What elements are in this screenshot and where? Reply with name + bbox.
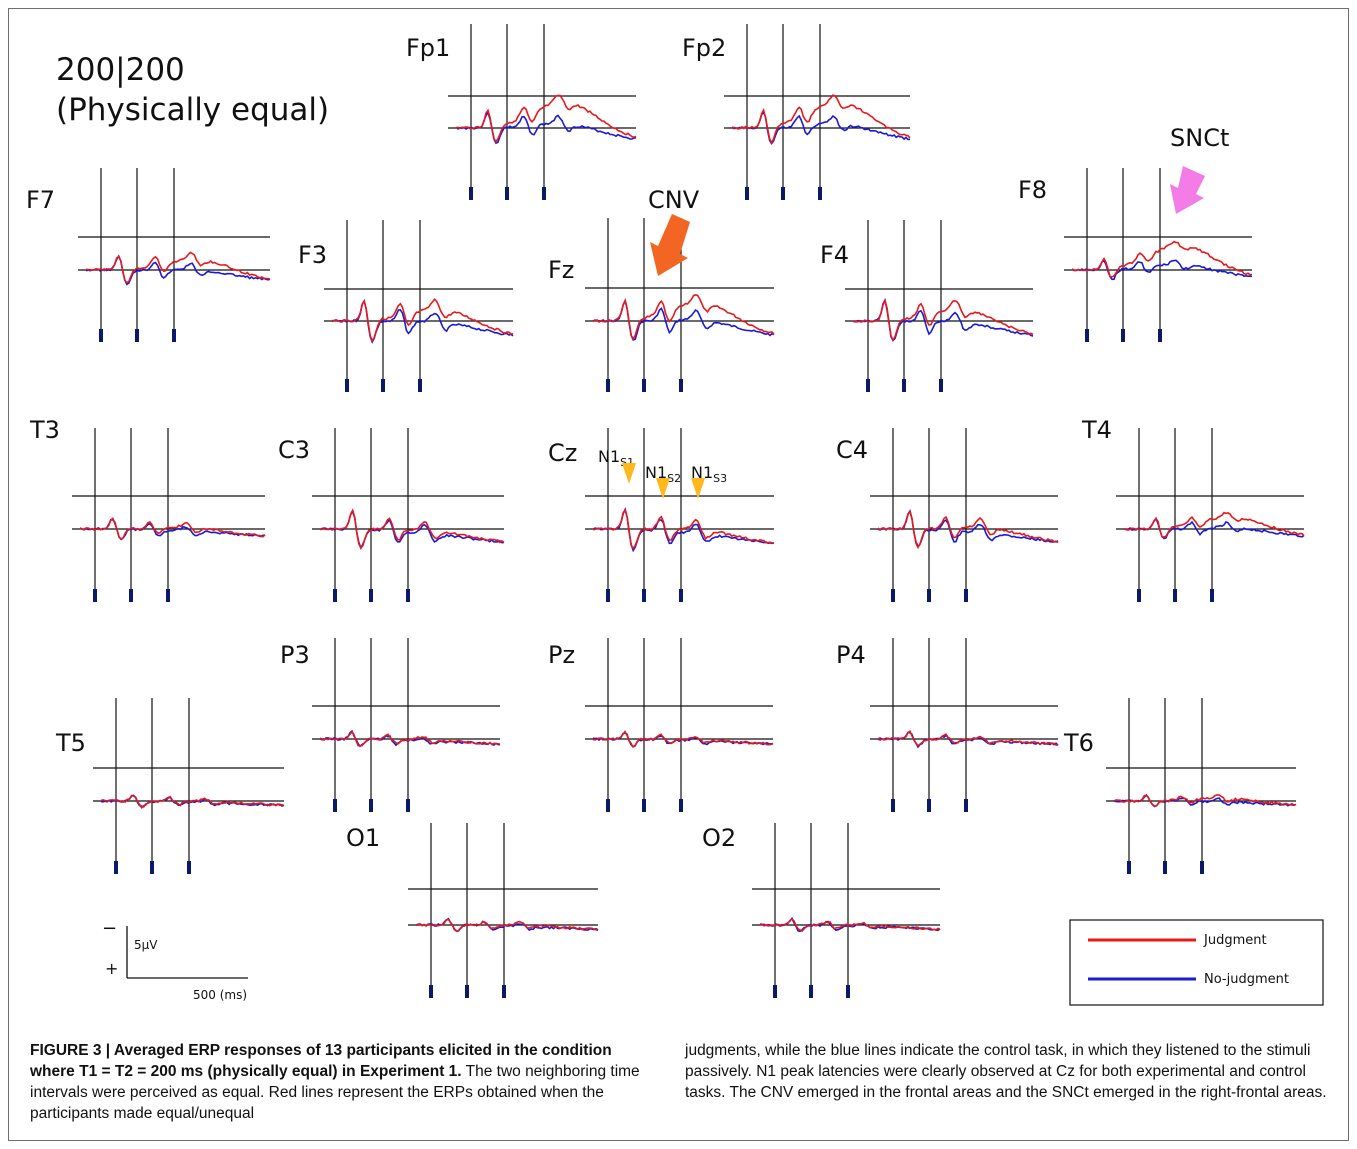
- trace-no-judgment-fz: [592, 297, 775, 341]
- erp-panel-p4: P4: [836, 638, 1059, 812]
- erp-panel-c3: C3: [278, 428, 505, 602]
- scale-time: 500 (ms): [193, 988, 247, 1002]
- figure-caption: FIGURE 3 | Averaged ERP responses of 13 …: [30, 1040, 1330, 1145]
- n1s2-marker-icon: [656, 478, 670, 499]
- snct-arrow-icon: [1170, 166, 1205, 214]
- erp-panel-t6: T6: [1063, 698, 1297, 874]
- condition-label-line2: (Physically equal): [56, 92, 329, 128]
- n1s1-marker-icon: [622, 463, 636, 484]
- electrode-label-t4: T4: [1081, 416, 1112, 444]
- erp-panel-f3: F3: [298, 220, 514, 392]
- electrode-label-pz: Pz: [548, 641, 575, 669]
- erp-panel-c4: C4: [836, 428, 1059, 602]
- caption-title: FIGURE 3 | Averaged ERP responses of 13 …: [30, 1042, 612, 1080]
- trace-no-judgment-cz: [592, 506, 775, 553]
- electrode-label-cz: Cz: [548, 439, 577, 467]
- legend-no-judgment-label: No-judgment: [1204, 972, 1289, 987]
- electrode-label-fp2: Fp2: [682, 34, 726, 62]
- caption-left-text: The two neighboring time intervals were …: [30, 1063, 640, 1122]
- electrode-label-f4: F4: [820, 241, 849, 269]
- electrode-label-f3: F3: [298, 241, 327, 269]
- electrode-label-f8: F8: [1018, 176, 1047, 204]
- legend-judgment-label: Judgment: [1203, 933, 1267, 948]
- trace-judgment-fz: [592, 294, 775, 341]
- trace-judgment-o2: [759, 918, 941, 933]
- erp-panel-f8: F8: [1018, 168, 1253, 342]
- scale-bar: − + 5μV 500 (ms): [102, 918, 248, 1002]
- erp-panel-fz: Fz: [548, 218, 775, 392]
- erp-panel-fp2: Fp2: [682, 24, 911, 200]
- erp-panel-t4: T4: [1081, 416, 1305, 602]
- electrode-label-p4: P4: [836, 641, 866, 669]
- scale-minus: −: [102, 918, 117, 939]
- electrode-label-t5: T5: [55, 729, 86, 757]
- scale-amplitude: 5μV: [134, 938, 158, 952]
- trace-judgment-f7: [85, 251, 271, 284]
- erp-panel-o2: O2: [702, 823, 941, 998]
- trace-judgment-f4: [852, 298, 1034, 342]
- electrode-label-fp1: Fp1: [406, 34, 450, 62]
- erp-panels: Fp1 Fp2 F7 F3 Fz F4 F8 T3 C3 Cz C4 T4 P3 Pz P4 T5 T6 O1 O2: [26, 24, 1305, 998]
- n1s3-marker-icon: [691, 478, 705, 499]
- trace-judgment-c3: [319, 508, 505, 550]
- trace-judgment-pz: [592, 730, 774, 749]
- electrode-label-o2: O2: [702, 824, 736, 852]
- electrode-label-fz: Fz: [548, 256, 574, 284]
- erp-panel-p3: P3: [280, 638, 501, 812]
- caption-right-column: judgments, while the blue lines indicate…: [685, 1042, 1327, 1101]
- electrode-label-o1: O1: [346, 824, 380, 852]
- condition-label-line1: 200|200: [56, 52, 185, 88]
- erp-panel-f4: F4: [820, 220, 1034, 392]
- caption-left-column: FIGURE 3 | Averaged ERP responses of 13 …: [30, 1040, 650, 1124]
- electrode-label-c3: C3: [278, 436, 310, 464]
- trace-judgment-fp2: [731, 94, 911, 145]
- trace-judgment-c4: [877, 509, 1059, 549]
- trace-judgment-p3: [319, 730, 501, 747]
- erp-panel-t5: T5: [55, 698, 285, 874]
- trace-judgment-f8: [1071, 240, 1253, 278]
- electrode-label-t3: T3: [29, 416, 60, 444]
- erp-panel-t3: T3: [29, 416, 266, 602]
- trace-judgment-t3: [79, 517, 266, 540]
- erp-panel-fp1: Fp1: [406, 24, 637, 200]
- electrode-label-c4: C4: [836, 436, 868, 464]
- trace-judgment-fp1: [455, 94, 637, 144]
- electrode-label-p3: P3: [280, 641, 310, 669]
- trace-no-judgment-f4: [852, 297, 1034, 342]
- trace-judgment-t4: [1123, 511, 1305, 538]
- electrode-label-f7: F7: [26, 186, 55, 214]
- legend: Judgment No-judgment: [1069, 919, 1324, 1006]
- trace-judgment-cz: [592, 508, 775, 551]
- scale-plus: +: [105, 959, 118, 978]
- erp-figure: 200|200 (Physically equal) Fp1 Fp2F7F3FzF…: [26, 24, 1324, 1006]
- trace-judgment-o1: [415, 918, 599, 933]
- erp-panel-f7: F7: [26, 168, 271, 342]
- trace-judgment-t5: [100, 794, 285, 809]
- electrode-label-t6: T6: [1063, 729, 1094, 757]
- trace-judgment-p4: [877, 730, 1059, 747]
- erp-panel-o1: O1: [346, 823, 599, 998]
- trace-judgment-t6: [1113, 794, 1297, 807]
- cnv-label: CNV: [648, 186, 700, 214]
- erp-panel-cz: Cz: [548, 428, 775, 602]
- erp-panel-pz: Pz: [548, 638, 774, 812]
- trace-judgment-f3: [331, 297, 514, 343]
- cnv-arrow-icon: [650, 214, 690, 276]
- snct-label: SNCt: [1170, 124, 1229, 152]
